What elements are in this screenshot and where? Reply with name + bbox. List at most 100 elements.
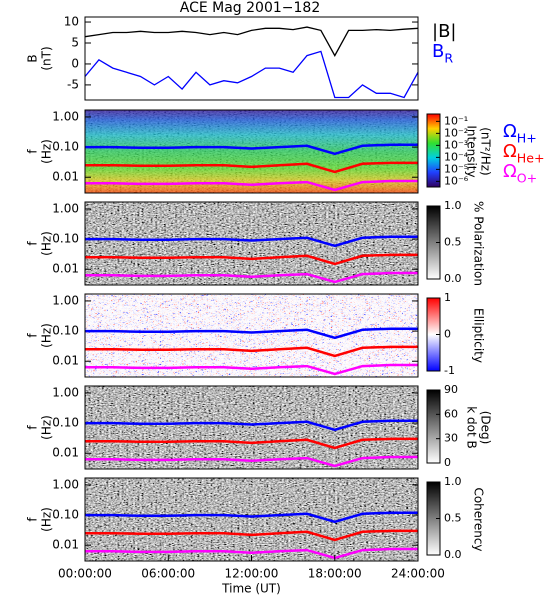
spectrogram-texture <box>85 386 418 469</box>
legend-name: |B| <box>432 21 456 42</box>
y-tick-label: 0.01 <box>52 538 79 552</box>
colorbar-label: % Polarization <box>472 201 486 286</box>
y-axis-label: f <box>26 425 40 430</box>
y-tick-label: 1.00 <box>52 201 79 215</box>
y-tick-label: 10 <box>64 15 79 29</box>
y-axis-label: f <box>26 149 40 154</box>
y-tick-label: 5 <box>71 35 79 49</box>
gyrofrequency-line <box>85 511 418 524</box>
spectrogram-texture <box>85 294 418 377</box>
x-axis-label: Time (UT) <box>221 582 281 596</box>
plot-frame <box>84 385 419 470</box>
colorbar-label: (nT²/Hz) <box>479 127 493 175</box>
gyrofrequency-line <box>85 419 418 432</box>
y-tick-label: 1.00 <box>52 385 79 399</box>
y-tick-label: 0.10 <box>52 324 79 338</box>
y-axis-label: f <box>26 517 40 522</box>
colorbar <box>426 113 441 188</box>
gyrofrequency-line <box>85 455 418 468</box>
y-tick-label: 0.01 <box>52 354 79 368</box>
gyrofrequency-line <box>85 253 418 266</box>
legend-label: ΩO+ <box>503 161 537 185</box>
legend-name: B <box>432 41 444 62</box>
y-axis-label: (nT) <box>40 46 54 70</box>
gyrofrequency-line <box>85 235 418 248</box>
y-tick-label: 0.10 <box>52 232 79 246</box>
gyrofrequency-line <box>85 327 418 340</box>
colorbar-tick-label: 90 <box>444 383 458 396</box>
colorbar-tick-label: 0.0 <box>444 548 462 561</box>
colorbar-tick-label: 10⁻⁶ <box>444 174 469 187</box>
colorbar-tick-label: 1 <box>444 291 451 304</box>
y-axis-label: (Hz) <box>40 231 54 256</box>
plot-frame <box>84 16 419 101</box>
y-axis-label: (Hz) <box>40 507 54 532</box>
spectrogram-texture <box>85 202 418 285</box>
colorbar-tick-label: 30 <box>444 432 458 445</box>
legend-name: Ω <box>503 141 517 162</box>
y-axis-label: (Hz) <box>40 323 54 348</box>
legend-label: |B| <box>432 21 456 42</box>
legend-name: Ω <box>503 161 517 182</box>
y-axis-label: (Hz) <box>40 139 54 164</box>
gyrofrequency-line <box>85 143 418 156</box>
legend-name: Ω <box>503 121 517 142</box>
y-tick-label: 1.00 <box>52 109 79 123</box>
colorbar-tick-label: 10⁻⁵ <box>444 162 468 175</box>
colorbar-label: Ellipticity <box>472 308 486 363</box>
colorbar-tick-label: 0 <box>444 328 451 341</box>
y-tick-label: 0.10 <box>52 140 79 154</box>
y-tick-label: 0.01 <box>52 446 79 460</box>
y-tick-label: 0.01 <box>52 262 79 276</box>
y-axis-label: (Hz) <box>40 415 54 440</box>
x-tick-label: 24:00:00 <box>391 567 445 581</box>
series-line <box>84 50 419 99</box>
plot-frame <box>84 293 419 378</box>
x-tick-label: 06:00:00 <box>141 567 195 581</box>
colorbar-tick-label: 0 <box>444 456 451 469</box>
plot-frame <box>84 109 419 194</box>
colorbar-label: Coherency <box>472 487 486 551</box>
plot-frame <box>84 201 419 286</box>
colorbar-tick-label: 10⁻⁴ <box>444 150 469 163</box>
y-tick-label: 0 <box>71 56 79 70</box>
gyrofrequency-line <box>85 437 418 450</box>
y-tick-label: 0.10 <box>52 416 79 430</box>
legend-subscript: O+ <box>517 170 537 185</box>
colorbar-label: (Deg) <box>479 411 493 445</box>
legend-subscript: H+ <box>517 130 537 145</box>
spectrogram-texture <box>85 110 418 193</box>
colorbar-label: Intensity <box>465 125 479 177</box>
colorbar-tick-label: 1.0 <box>444 475 462 488</box>
y-tick-label: 1.00 <box>52 293 79 307</box>
y-tick-label: 0.01 <box>52 170 79 184</box>
gyrofrequency-line <box>85 363 418 376</box>
colorbar-tick-label: 1.0 <box>444 199 462 212</box>
gyrofrequency-line <box>85 179 418 192</box>
colorbar-tick-label: 10⁻² <box>444 126 468 139</box>
x-tick-label: 00:00:00 <box>58 567 112 581</box>
y-axis-label: B <box>26 54 40 62</box>
colorbar-tick-label: 60 <box>444 407 458 420</box>
gyrofrequency-line <box>85 161 418 174</box>
chart-title: ACE Mag 2001−182 <box>180 0 320 16</box>
colorbar-tick-label: 0.5 <box>444 512 462 525</box>
legend-label: ΩH+ <box>503 121 537 145</box>
legend-label: BR <box>432 41 453 65</box>
x-tick-label: 18:00:00 <box>308 567 362 581</box>
y-axis-label: f <box>26 333 40 338</box>
colorbar-tick-label: -1 <box>444 364 455 377</box>
colorbar-tick-label: 0.0 <box>444 272 462 285</box>
gyrofrequency-line <box>85 547 418 560</box>
colorbar <box>426 389 441 464</box>
colorbar-tick-label: 10⁻¹ <box>444 114 468 127</box>
colorbar-tick-label: 10⁻³ <box>444 138 468 151</box>
colorbar-tick-label: 0.5 <box>444 236 462 249</box>
y-axis-label: f <box>26 241 40 246</box>
y-tick-label: 1.00 <box>52 477 79 491</box>
y-tick-label: -5 <box>67 77 79 91</box>
x-tick-label: 12:00:00 <box>225 567 279 581</box>
y-tick-label: 0.10 <box>52 508 79 522</box>
legend-label: ΩHe+ <box>503 141 545 165</box>
